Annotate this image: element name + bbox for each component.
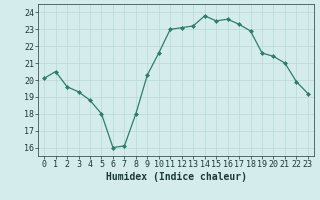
X-axis label: Humidex (Indice chaleur): Humidex (Indice chaleur) — [106, 172, 246, 182]
